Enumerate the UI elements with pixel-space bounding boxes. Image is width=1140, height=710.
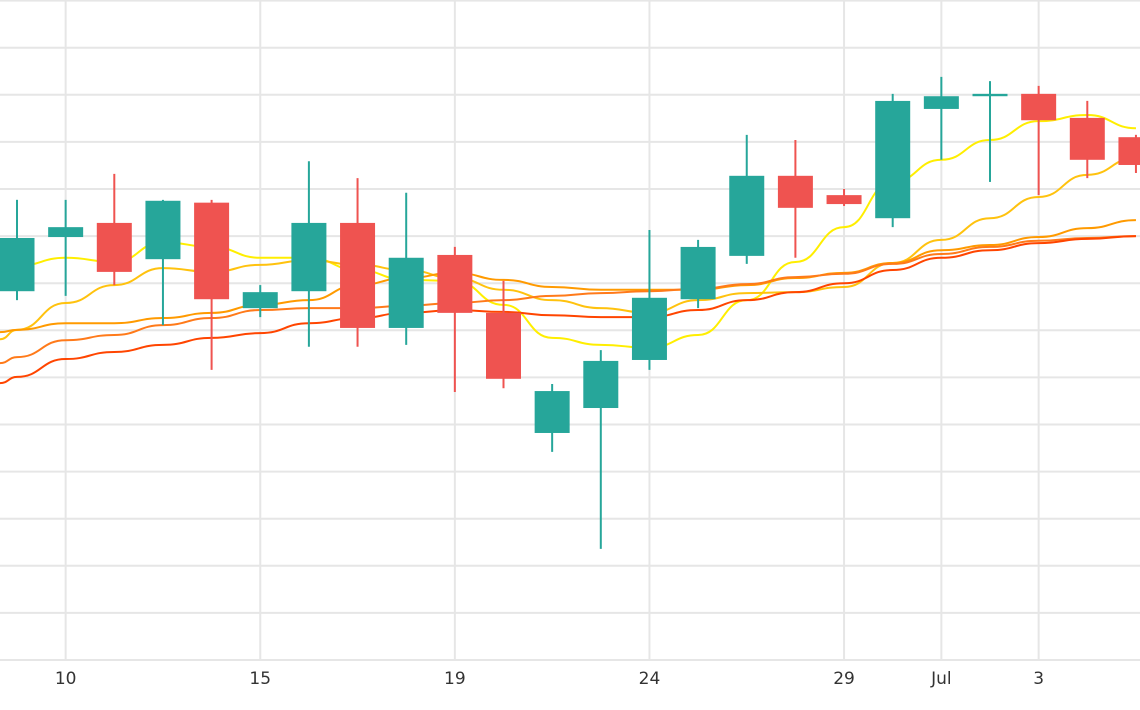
candle-body bbox=[145, 200, 181, 260]
candle-down bbox=[777, 140, 813, 258]
candles bbox=[0, 76, 1140, 549]
candle-body bbox=[388, 257, 424, 328]
candle-up bbox=[145, 199, 181, 326]
candle-body bbox=[1021, 93, 1057, 121]
candle-up bbox=[534, 383, 570, 452]
x-tick-label: 15 bbox=[249, 669, 271, 689]
candle-up bbox=[583, 350, 619, 549]
candle-up bbox=[631, 229, 667, 370]
candle-down bbox=[826, 189, 862, 206]
candle-body bbox=[534, 391, 570, 433]
x-axis-ticks: 10 15 19 24 29 Jul 3 bbox=[55, 669, 1044, 689]
candle-down bbox=[340, 178, 376, 347]
candle-up bbox=[923, 76, 959, 160]
candle-body bbox=[631, 297, 667, 360]
x-tick-label: 24 bbox=[639, 669, 661, 689]
candle-down bbox=[437, 246, 473, 393]
candle-up bbox=[388, 192, 424, 345]
candle-down bbox=[1069, 100, 1105, 179]
candle-body bbox=[680, 246, 716, 300]
candle-up bbox=[291, 161, 327, 347]
candle-body bbox=[875, 100, 911, 219]
candle-body bbox=[777, 175, 813, 208]
candle-up bbox=[48, 199, 84, 296]
candle-up bbox=[242, 285, 278, 318]
grid bbox=[0, 0, 1140, 661]
candle-body bbox=[1069, 117, 1105, 160]
candle-body bbox=[972, 93, 1008, 97]
candle-body bbox=[194, 202, 230, 300]
candle-down bbox=[1021, 85, 1057, 196]
candle-body bbox=[96, 222, 132, 272]
candle-up bbox=[680, 239, 716, 309]
x-tick-label: 29 bbox=[833, 669, 855, 689]
candle-body bbox=[48, 227, 84, 238]
candle-body bbox=[486, 312, 521, 379]
candle-body bbox=[729, 175, 765, 256]
x-tick-label: 3 bbox=[1033, 669, 1044, 689]
candle-down bbox=[1118, 134, 1140, 173]
candle-down bbox=[194, 199, 230, 370]
candle-body bbox=[923, 96, 959, 109]
candle-up bbox=[972, 81, 1008, 182]
candle-up bbox=[875, 93, 911, 228]
candle-up bbox=[0, 199, 35, 301]
ma-4-line bbox=[0, 235, 1136, 365]
candle-body bbox=[242, 292, 278, 309]
candle-body bbox=[437, 254, 473, 313]
ma-5-line bbox=[0, 235, 1136, 385]
candle-up bbox=[729, 134, 765, 264]
x-tick-label: Jul bbox=[930, 669, 952, 689]
ma-2-line bbox=[0, 156, 1136, 341]
candle-body bbox=[340, 222, 376, 328]
candle-body bbox=[583, 360, 619, 409]
candle-down bbox=[486, 280, 521, 389]
x-tick-label: 10 bbox=[55, 669, 77, 689]
candle-down bbox=[96, 173, 132, 286]
candle-body bbox=[1118, 137, 1140, 165]
candle-body bbox=[291, 222, 327, 292]
x-tick-label: 19 bbox=[444, 669, 466, 689]
candle-body bbox=[0, 237, 35, 292]
candle-body bbox=[826, 195, 862, 205]
